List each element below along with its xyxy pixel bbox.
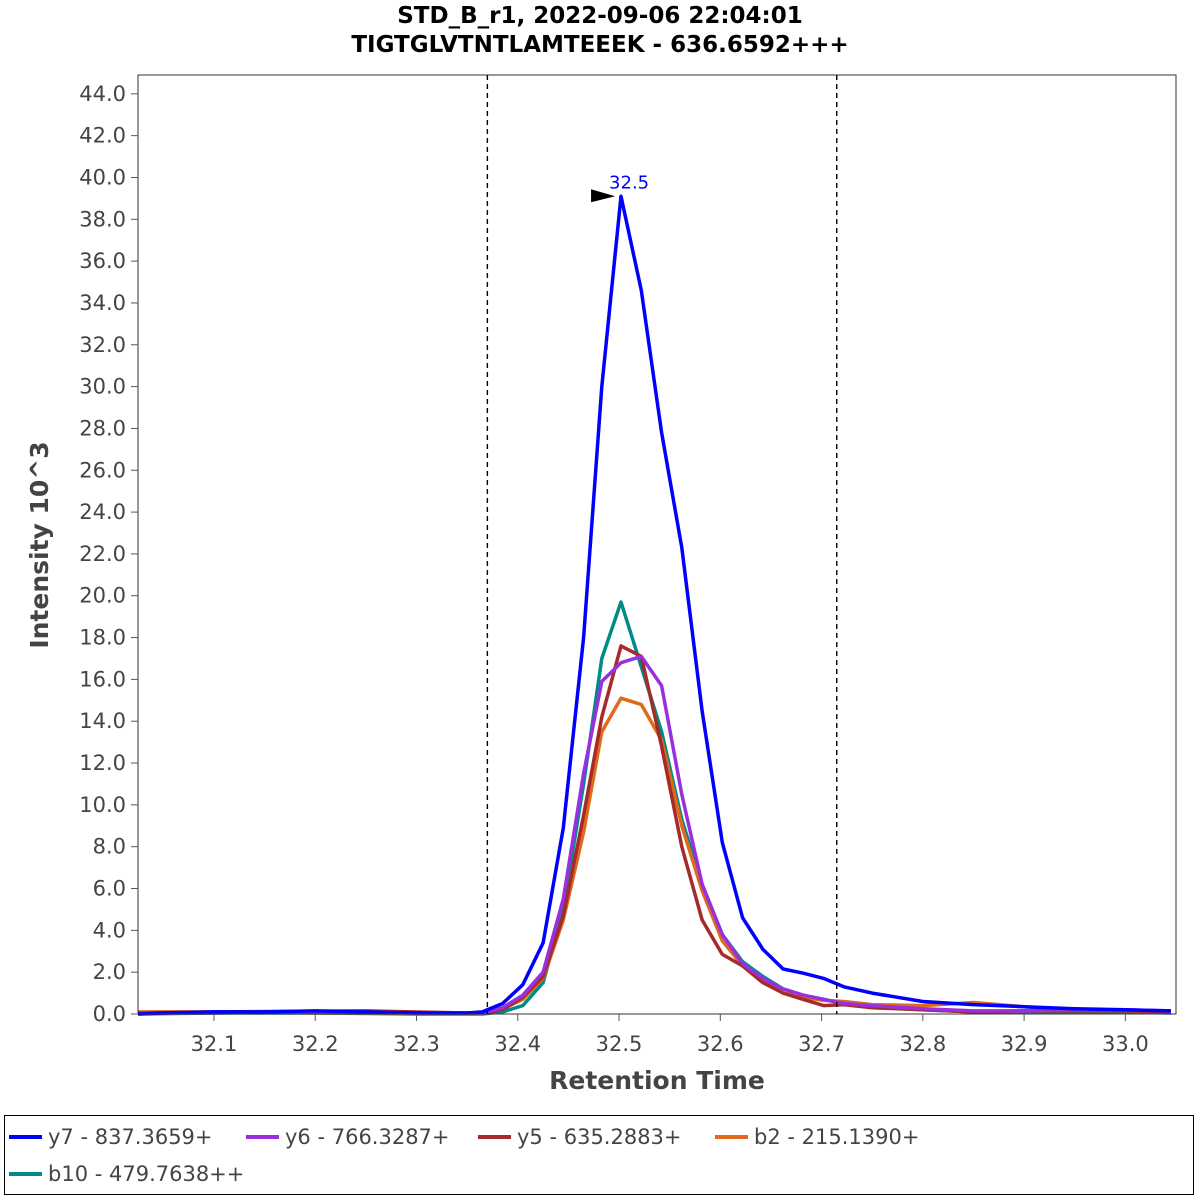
y-tick-label: 42.0: [79, 124, 126, 148]
series-line-y5: [137, 644, 1171, 1015]
legend-label: b2 - 215.1390+: [754, 1125, 920, 1149]
y-tick-label: 38.0: [79, 207, 126, 231]
legend-swatch: [715, 1135, 748, 1139]
y-tick-label: 4.0: [93, 918, 126, 942]
series-line-b10: [137, 600, 1171, 1016]
y-tick-label: 8.0: [93, 835, 126, 859]
series-line-y6: [138, 654, 1171, 1015]
legend-swatch: [9, 1135, 42, 1139]
x-tick-label: 32.4: [494, 1032, 541, 1056]
y-tick-label: 14.0: [79, 709, 126, 733]
legend-label: y7 - 837.3659+: [48, 1125, 213, 1149]
chart-title-line-1: STD_B_r1, 2022-09-06 22:04:01: [397, 3, 803, 29]
x-tick-label: 32.8: [899, 1032, 946, 1056]
y-tick-label: 28.0: [79, 416, 126, 440]
y-tick-label: 40.0: [79, 165, 126, 189]
x-tick-label: 33.0: [1102, 1032, 1149, 1056]
y-tick-label: 36.0: [79, 249, 126, 273]
legend-label: y6 - 766.3287+: [285, 1125, 450, 1149]
series-layer: [137, 194, 1171, 1016]
x-tick-label: 32.6: [697, 1032, 744, 1056]
x-tick-label: 32.5: [596, 1032, 643, 1056]
axes-layer: 0.0 2.0 4.0 6.0 8.0 10.0 12.0 14.0 16.0 18.0 20.0 2…: [79, 74, 1177, 1056]
legend-swatch: [246, 1135, 279, 1139]
x-tick-label: 32.9: [1001, 1032, 1048, 1056]
y-tick-label: 34.0: [79, 291, 126, 315]
y-tick-label: 16.0: [79, 667, 126, 691]
plot-frame: [137, 74, 1177, 1015]
peak-marker-arrow: [591, 189, 616, 203]
y-tick-label: 12.0: [79, 751, 126, 775]
legend-label: b10 - 479.7638++: [48, 1162, 245, 1186]
chromatogram-plot: 0.0 2.0 4.0 6.0 8.0 10.0 12.0 14.0 16.0 18.0 20.0 2…: [25, 74, 1177, 1095]
y-tick-label: 44.0: [79, 82, 126, 106]
y-tick-label: 26.0: [79, 458, 126, 482]
y-tick-label: 10.0: [79, 793, 126, 817]
series-line-y7: [137, 194, 1171, 1016]
y-tick-label: 0.0: [93, 1002, 126, 1026]
y-tick-label: 6.0: [93, 877, 126, 901]
y-tick-label: 30.0: [79, 375, 126, 399]
x-tick-label: 32.3: [393, 1032, 440, 1056]
legend-swatch: [9, 1172, 42, 1176]
series-line-b2: [138, 696, 1171, 1015]
legend-item: b2 - 215.1390+: [715, 1122, 919, 1152]
y-tick-label: 2.0: [93, 960, 126, 984]
y-tick-label: 18.0: [79, 626, 126, 650]
x-tick-label: 32.1: [191, 1032, 238, 1056]
legend-item: y6 - 766.3287+: [246, 1122, 450, 1152]
y-tick-label: 24.0: [79, 500, 126, 524]
x-axis-title: Retention Time: [549, 1066, 765, 1095]
peak-label: 32.5: [609, 172, 649, 193]
x-tick-label: 32.7: [798, 1032, 845, 1056]
legend-label: y5 - 635.2883+: [517, 1125, 682, 1149]
legend-item: y5 - 635.2883+: [478, 1122, 682, 1152]
legend-swatch: [478, 1135, 511, 1139]
y-tick-label: 20.0: [79, 584, 126, 608]
x-tick-label: 32.2: [292, 1032, 339, 1056]
legend-item: b10 - 479.7638++: [9, 1159, 244, 1189]
chart-title: STD_B_r1, 2022-09-06 22:04:01 TIGTGLVTNT…: [0, 2, 1200, 60]
chart-title-line-2: TIGTGLVTNTLAMTEEEK - 636.6592+++: [351, 32, 849, 58]
legend-item: y7 - 837.3659+: [9, 1122, 213, 1152]
y-tick-label: 22.0: [79, 542, 126, 566]
y-axis-title: Intensity 10^3: [25, 441, 54, 648]
y-tick-label: 32.0: [79, 333, 126, 357]
legend: y7 - 837.3659+ y6 - 766.3287+ y5 - 635.288…: [4, 1115, 1194, 1195]
